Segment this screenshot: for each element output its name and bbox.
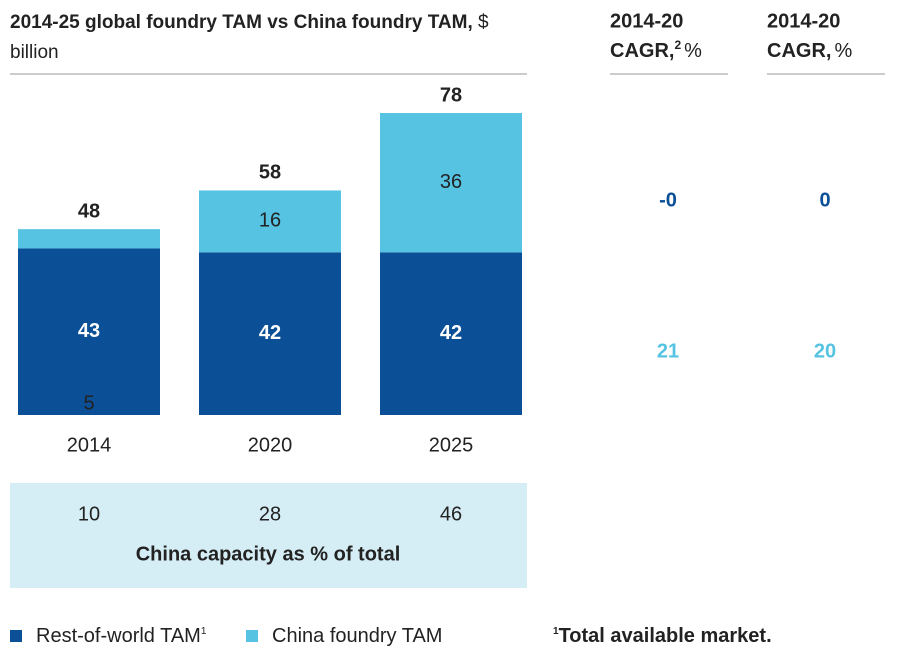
x-tick-label: 2014: [67, 434, 112, 456]
capacity-value: 46: [440, 503, 462, 525]
x-tick-label: 2020: [248, 434, 293, 456]
cagr-value: 20: [814, 340, 836, 362]
total-label: 58: [259, 162, 281, 184]
bar-segment: [380, 113, 522, 253]
capacity-box: [10, 483, 527, 588]
note-mark: 1: [553, 626, 559, 637]
column-header: 2014-20: [610, 10, 683, 32]
data-label: 5: [83, 392, 94, 414]
legend-swatch: [10, 630, 22, 642]
unit: %: [684, 40, 702, 62]
legend-label: Rest-of-world TAM1: [36, 625, 207, 647]
bar-segment: [18, 248, 160, 415]
legend-label: China foundry TAM: [272, 625, 442, 647]
bar-segment: [380, 252, 522, 415]
chart-title: 2014-25 global foundry TAM vs China foun…: [10, 8, 525, 68]
total-label: 78: [440, 84, 462, 106]
unit: %: [834, 40, 852, 62]
cagr-value: -0: [659, 189, 677, 211]
cagr-value: 0: [819, 189, 830, 211]
bar-segment: [199, 190, 341, 253]
x-tick-label: 2025: [429, 434, 474, 456]
legend-text: China foundry TAM: [272, 625, 442, 647]
data-label: 42: [440, 322, 462, 344]
column-subheader: CAGR,%: [767, 40, 852, 62]
capacity-value: 10: [78, 503, 100, 525]
footnote-text: Total available market.: [559, 625, 772, 647]
bar-segment: [18, 229, 160, 249]
capacity-label: China capacity as % of total: [136, 543, 401, 565]
data-label: 43: [78, 320, 100, 342]
capacity-value: 28: [259, 503, 281, 525]
legend-text: Rest-of-world TAM: [36, 625, 201, 647]
note-mark: 1: [201, 626, 207, 637]
cagr-value: 21: [657, 340, 679, 362]
bar-segment: [199, 252, 341, 415]
title: 2014-25 global foundry TAM vs China foun…: [10, 12, 473, 33]
total-label: 48: [78, 200, 100, 222]
subheader-text: CAGR,: [767, 40, 831, 62]
subheader-text: CAGR,: [610, 40, 674, 62]
footnote: 1Total available market.: [553, 625, 772, 647]
column-header: 2014-20: [767, 10, 840, 32]
units: $ billion: [10, 12, 489, 63]
data-label: 42: [259, 322, 281, 344]
data-label: 16: [259, 210, 281, 232]
legend-swatch: [246, 630, 258, 642]
data-label: 36: [440, 171, 462, 193]
note-mark: 2: [674, 38, 681, 52]
column-subheader: CAGR,2%: [610, 38, 702, 62]
